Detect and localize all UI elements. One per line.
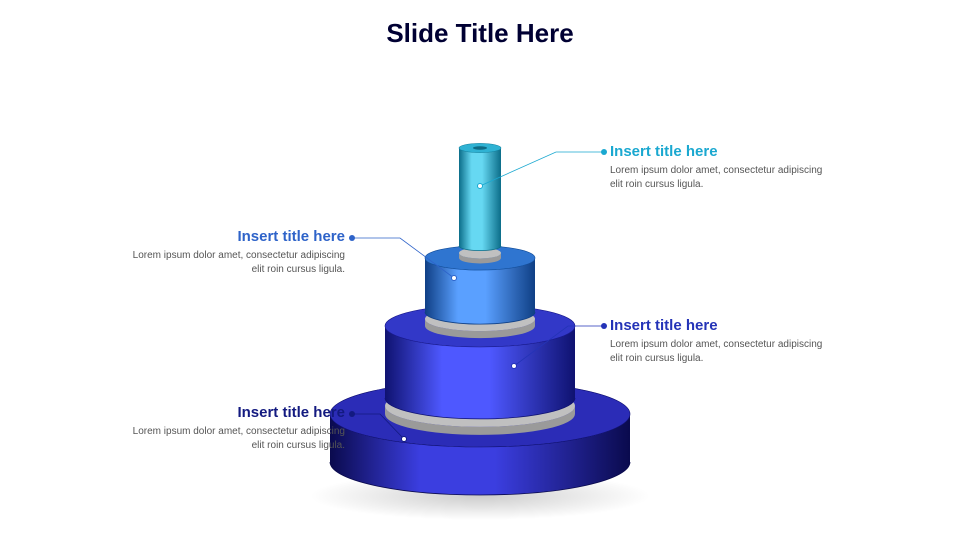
callout-c1: Insert title here Lorem ipsum dolor amet,… [125,404,345,452]
callout-c1-body: Lorem ipsum dolor amet, consectetur adip… [125,425,345,452]
callout-c2-body: Lorem ipsum dolor amet, consectetur adip… [610,338,830,365]
callout-c4: Insert title here Lorem ipsum dolor amet,… [610,143,830,191]
callout-c4-body: Lorem ipsum dolor amet, consectetur adip… [610,164,830,191]
callout-c2: Insert title here Lorem ipsum dolor amet,… [610,317,830,365]
callout-c3: Insert title here Lorem ipsum dolor amet,… [125,228,345,276]
callout-c1-title: Insert title here [125,404,345,421]
callout-c2-title: Insert title here [610,317,830,334]
cylinder-L4-side [459,148,501,251]
callout-c3-body: Lorem ipsum dolor amet, consectetur adip… [125,249,345,276]
callout-c3-title: Insert title here [125,228,345,245]
callout-c4-title: Insert title here [610,143,830,160]
